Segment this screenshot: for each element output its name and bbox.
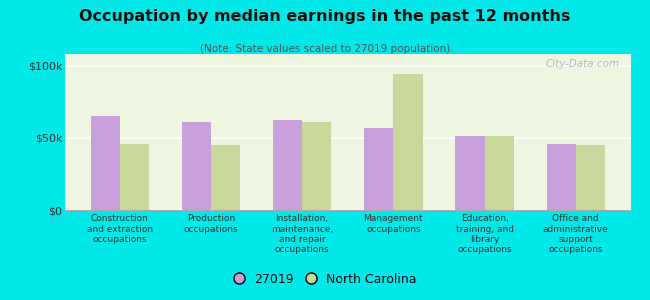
Bar <box>393 74 422 210</box>
Bar <box>456 136 484 210</box>
Text: City-Data.com: City-Data.com <box>545 59 619 69</box>
Legend: 27019, North Carolina: 27019, North Carolina <box>229 268 421 291</box>
Bar <box>120 144 149 210</box>
Bar <box>484 136 514 210</box>
Bar <box>211 145 240 210</box>
Bar <box>90 116 120 210</box>
Text: (Note: State values scaled to 27019 population): (Note: State values scaled to 27019 popu… <box>200 44 450 53</box>
Bar <box>182 122 211 210</box>
Bar <box>547 144 576 210</box>
Bar <box>576 145 605 210</box>
Text: Occupation by median earnings in the past 12 months: Occupation by median earnings in the pas… <box>79 9 571 24</box>
Bar <box>364 128 393 210</box>
Bar <box>302 122 332 210</box>
Bar <box>273 120 302 210</box>
